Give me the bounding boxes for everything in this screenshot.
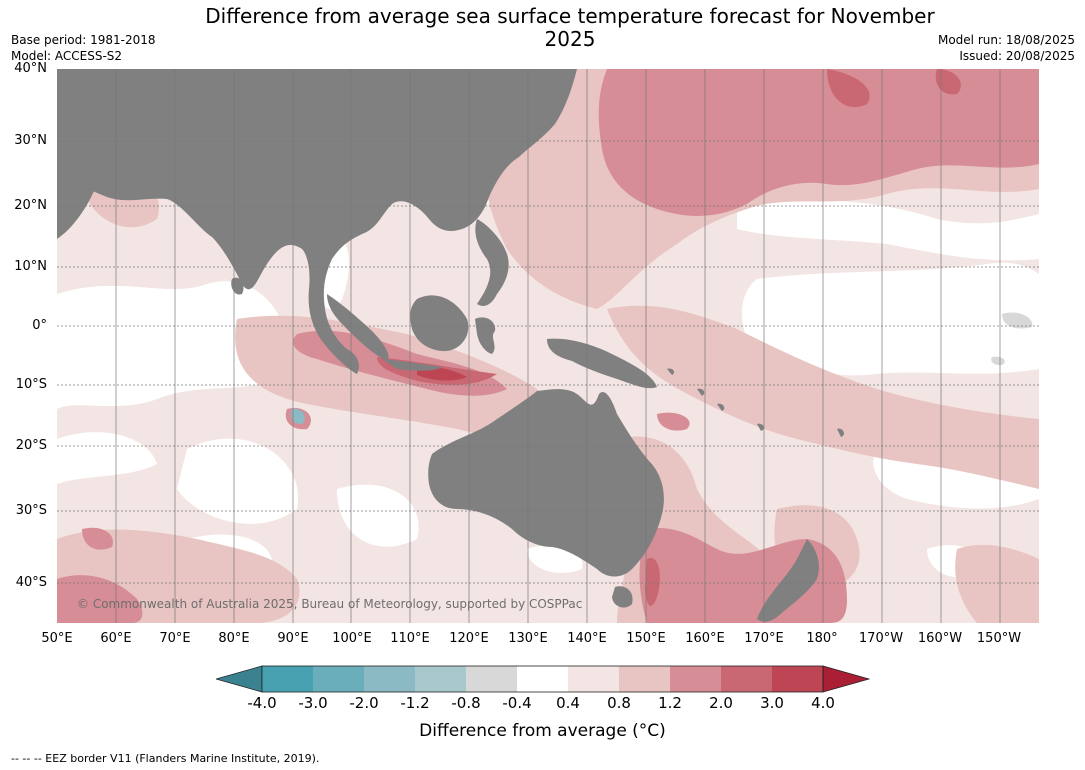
- colorbar-tick: 0.8: [607, 694, 631, 712]
- land-masses: [57, 69, 844, 622]
- lat-label-10s: 10°S: [15, 377, 47, 392]
- colorbar-tick: 1.2: [658, 694, 682, 712]
- lon-label-150e: 150°E: [626, 631, 666, 646]
- colorbar-svg: [214, 665, 871, 693]
- java-landmass: [382, 359, 442, 371]
- map-svg: [57, 69, 1039, 623]
- colorbar-segment-below-minus4: [214, 665, 263, 693]
- sumatra-landmass: [327, 294, 389, 361]
- arabia-landmass: [57, 164, 97, 239]
- lon-label-60e: 60°E: [100, 631, 132, 646]
- cool-anomaly-regions: [291, 408, 305, 425]
- colorbar-tick: 3.0: [760, 694, 784, 712]
- model-text: Model: ACCESS-S2: [11, 49, 123, 63]
- colorbar-segment-minus0.8-minus0.4: [466, 666, 517, 692]
- lat-label-20s: 20°S: [15, 438, 47, 453]
- colorbar-segment-minus4-minus3: [262, 666, 313, 692]
- colorbar-segment-minus2-minus1.2: [364, 666, 415, 692]
- philippines-landmass: [475, 219, 509, 306]
- lat-label-40n: 40°N: [14, 61, 47, 76]
- lat-label-10n: 10°N: [14, 259, 47, 274]
- lon-label-160e: 160°E: [685, 631, 725, 646]
- colorbar-tick: -0.8: [451, 694, 481, 712]
- colorbar-segment-minus0.4-0.4: [517, 666, 568, 692]
- colorbar-segment-minus3-minus2: [313, 666, 364, 692]
- lon-label-140e: 140°E: [567, 631, 607, 646]
- japan-landmass: [511, 69, 564, 139]
- lon-label-160w: 160°W: [917, 631, 963, 646]
- lon-label-130e: 130°E: [508, 631, 548, 646]
- lon-label-150w: 150°W: [976, 631, 1022, 646]
- lon-label-170w: 170°W: [858, 631, 904, 646]
- colorbar-outline: [261, 665, 824, 693]
- tasmania-landmass: [612, 586, 633, 608]
- australia-landmass: [428, 389, 664, 577]
- borneo-landmass: [410, 295, 469, 352]
- colorbar-tick: 2.0: [709, 694, 733, 712]
- colorbar-label: Difference from average (°C): [419, 721, 666, 741]
- taiwan-landmass: [460, 206, 470, 219]
- meta-left: Base period: 1981-2018 Model: ACCESS-S2: [11, 32, 156, 64]
- sst-anomaly-map: [57, 69, 1039, 623]
- lon-label-120e: 120°E: [449, 631, 489, 646]
- lon-label-170e: 170°E: [744, 631, 784, 646]
- near-neutral-regions: [991, 312, 1033, 366]
- colorbar-tick: 4.0: [811, 694, 835, 712]
- eez-footnote: -- -- -- EEZ border V11 (Flanders Marine…: [11, 752, 320, 765]
- lat-label-30s: 30°S: [15, 503, 47, 518]
- colorbar-segment-0.8-1.2: [619, 666, 670, 692]
- lon-label-110e: 110°E: [390, 631, 430, 646]
- base-period-text: Base period: 1981-2018: [11, 33, 156, 47]
- colorbar-segment-0.4-0.8: [568, 666, 619, 692]
- meta-right: Model run: 18/08/2025 Issued: 20/08/2025: [938, 32, 1075, 64]
- colorbar-segment-1.2-2.0: [670, 666, 721, 692]
- new-zealand-landmass: [757, 539, 819, 622]
- lon-label-70e: 70°E: [159, 631, 191, 646]
- colorbar-segment-3.0-4.0: [772, 666, 823, 692]
- lon-label-180: 180°: [806, 631, 838, 646]
- lon-label-50e: 50°E: [41, 631, 73, 646]
- lat-label-40s: 40°S: [15, 575, 47, 590]
- lon-label-80e: 80°E: [218, 631, 250, 646]
- colorbar-legend: [214, 664, 871, 694]
- lat-label-30n: 30°N: [14, 133, 47, 148]
- lat-label-20n: 20°N: [14, 198, 47, 213]
- colorbar-tick: 0.4: [556, 694, 580, 712]
- lat-label-0: 0°: [32, 318, 47, 333]
- colorbar-segment-above-4: [822, 665, 871, 693]
- colorbar-tick: -2.0: [349, 694, 379, 712]
- lon-label-100e: 100°E: [332, 631, 372, 646]
- meridians: [115, 69, 1001, 623]
- colorbar-tick: -3.0: [298, 694, 328, 712]
- model-run-text: Model run: 18/08/2025: [937, 33, 1075, 47]
- copyright-notice: © Commonwealth of Australia 2025, Bureau…: [77, 597, 583, 611]
- asia-landmass: [57, 69, 577, 374]
- issued-text: Issued: 20/08/2025: [959, 49, 1075, 63]
- sulawesi-landmass: [475, 317, 496, 354]
- colorbar-tick: -0.4: [502, 694, 532, 712]
- new-guinea-landmass: [547, 338, 657, 389]
- colorbar-segment-minus1.2-minus0.8: [415, 666, 466, 692]
- lon-label-90e: 90°E: [277, 631, 309, 646]
- colorbar-tick: -4.0: [247, 694, 277, 712]
- map-title: Difference from average sea surface temp…: [205, 4, 935, 51]
- colorbar-segment-2.0-3.0: [721, 666, 772, 692]
- colorbar-tick: -1.2: [400, 694, 430, 712]
